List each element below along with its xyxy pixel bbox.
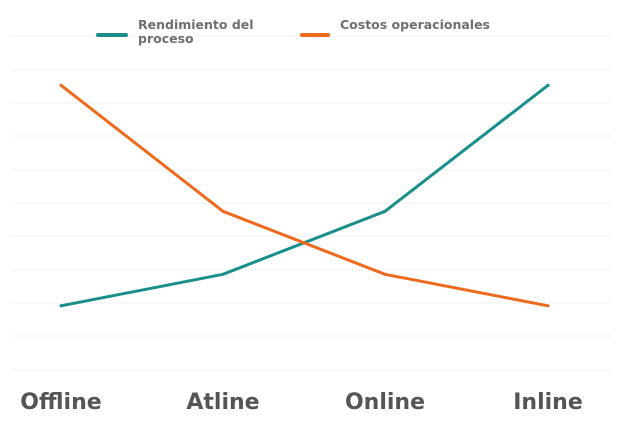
series-line-rendimiento — [59, 83, 550, 308]
data-point — [59, 304, 63, 308]
legend-item-costos: Costos operacionales — [300, 17, 490, 37]
x-tick-label: Online — [345, 390, 425, 415]
data-point — [546, 304, 550, 308]
x-tick-label: Atline — [186, 390, 259, 415]
x-axis: Offline Atline Online Inline — [20, 390, 582, 415]
x-tick-label: Inline — [513, 390, 583, 415]
legend-label: Rendimiento del proceso — [138, 17, 254, 46]
legend: Rendimiento del proceso Costos operacional… — [96, 17, 490, 46]
legend-item-rendimiento: Rendimiento del proceso — [96, 17, 254, 46]
data-point — [221, 272, 225, 276]
data-point — [59, 83, 63, 87]
data-point — [546, 83, 550, 87]
series-line-costos — [59, 83, 550, 308]
data-point — [383, 209, 387, 213]
legend-label: Costos operacionales — [340, 17, 490, 32]
grid-lines — [10, 35, 612, 371]
x-tick-label: Offline — [20, 390, 101, 415]
series-lines — [59, 83, 550, 308]
data-point — [221, 209, 225, 213]
data-point — [383, 272, 387, 276]
